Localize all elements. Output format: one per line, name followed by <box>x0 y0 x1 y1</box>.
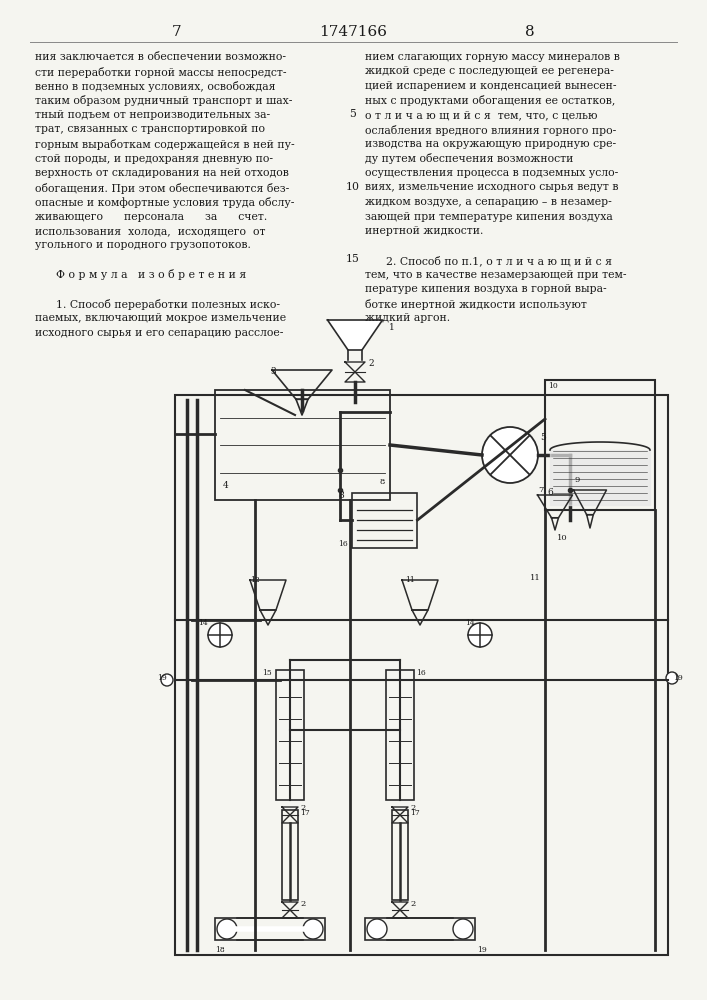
Text: опасные и комфортные условия труда обслу-: опасные и комфортные условия труда обслу… <box>35 197 294 208</box>
Circle shape <box>217 919 237 939</box>
Text: 4: 4 <box>223 481 229 490</box>
Bar <box>175 395 668 955</box>
Text: цией испарением и конденсацией вынесен-: цией испарением и конденсацией вынесен- <box>365 81 617 91</box>
Bar <box>276 670 304 800</box>
Text: 5: 5 <box>540 433 546 442</box>
Text: 16: 16 <box>339 540 349 548</box>
Text: живающего      персонала      за      счет.: живающего персонала за счет. <box>35 212 267 222</box>
Text: 17: 17 <box>410 809 420 817</box>
Text: 11: 11 <box>405 576 415 584</box>
Text: жидкий аргон.: жидкий аргон. <box>365 313 450 323</box>
Bar <box>365 918 475 940</box>
Text: 12: 12 <box>250 576 259 584</box>
Circle shape <box>303 919 323 939</box>
Text: 2: 2 <box>300 804 305 812</box>
Text: 2: 2 <box>300 900 305 908</box>
Circle shape <box>666 672 678 684</box>
Circle shape <box>482 427 538 483</box>
Text: ду путем обеспечения возможности: ду путем обеспечения возможности <box>365 153 573 164</box>
Circle shape <box>208 623 232 647</box>
Text: 10: 10 <box>557 534 568 542</box>
Text: виях, измельчение исходного сырья ведут в: виях, измельчение исходного сырья ведут … <box>365 182 619 192</box>
Bar <box>215 918 325 940</box>
Text: 5: 5 <box>349 109 356 119</box>
Text: жидкой среде с последующей ее регенера-: жидкой среде с последующей ее регенера- <box>365 66 614 77</box>
Text: таким образом рудничный транспорт и шах-: таким образом рудничный транспорт и шах- <box>35 96 293 106</box>
Text: жидком воздухе, а сепарацию – в незамер-: жидком воздухе, а сепарацию – в незамер- <box>365 197 612 207</box>
Text: Ф о р м у л а   и з о б р е т е н и я: Ф о р м у л а и з о б р е т е н и я <box>35 269 246 280</box>
Text: изводства на окружающую природную сре-: изводства на окружающую природную сре- <box>365 139 616 149</box>
Bar <box>353 492 418 548</box>
Text: 15: 15 <box>262 669 271 677</box>
Text: паемых, включающий мокрое измельчение: паемых, включающий мокрое измельчение <box>35 313 286 323</box>
Text: нием слагающих горную массу минералов в: нием слагающих горную массу минералов в <box>365 52 620 62</box>
Text: 19: 19 <box>673 674 683 682</box>
Text: угольного и породного грузопотоков.: угольного и породного грузопотоков. <box>35 240 251 250</box>
Text: ных с продуктами обогащения ее остатков,: ных с продуктами обогащения ее остатков, <box>365 96 615 106</box>
Text: 18: 18 <box>215 946 225 954</box>
Circle shape <box>367 919 387 939</box>
Text: исходного сырья и его сепарацию расслое-: исходного сырья и его сепарацию расслое- <box>35 328 284 338</box>
Text: 10: 10 <box>346 182 360 192</box>
Text: 15: 15 <box>346 254 360 264</box>
Text: 1: 1 <box>389 323 395 332</box>
Text: 7: 7 <box>173 25 182 39</box>
Text: стой породы, и предохраняя дневную по-: стой породы, и предохраняя дневную по- <box>35 153 273 163</box>
Text: 3: 3 <box>270 367 276 376</box>
Text: 2: 2 <box>410 900 415 908</box>
Text: трат, связанных с транспортировкой по: трат, связанных с транспортировкой по <box>35 124 265 134</box>
Text: тный подъем от непроизводительных за-: тный подъем от непроизводительных за- <box>35 110 270 120</box>
Text: 14: 14 <box>465 619 474 627</box>
Circle shape <box>468 623 492 647</box>
Text: 14: 14 <box>198 619 208 627</box>
Text: ботке инертной жидкости используют: ботке инертной жидкости используют <box>365 298 587 310</box>
Polygon shape <box>327 320 382 350</box>
Text: 2: 2 <box>410 804 415 812</box>
Text: обогащения. При этом обеспечиваются без-: обогащения. При этом обеспечиваются без- <box>35 182 289 194</box>
Text: верхность от складирования на ней отходов: верхность от складирования на ней отходо… <box>35 168 289 178</box>
Bar <box>215 390 390 500</box>
Bar <box>545 380 655 510</box>
Text: 7: 7 <box>538 486 544 494</box>
Text: ослабления вредного влияния горного про-: ослабления вредного влияния горного про- <box>365 124 617 135</box>
Text: пературе кипения воздуха в горной выра-: пературе кипения воздуха в горной выра- <box>365 284 607 294</box>
Circle shape <box>161 674 173 686</box>
Text: тем, что в качестве незамерзающей при тем-: тем, что в качестве незамерзающей при те… <box>365 269 626 279</box>
Text: сти переработки горной массы непосредст-: сти переработки горной массы непосредст- <box>35 66 286 78</box>
Text: 8: 8 <box>339 490 344 499</box>
Text: 2: 2 <box>368 359 373 368</box>
Bar <box>386 670 414 800</box>
Text: 6: 6 <box>547 488 553 497</box>
Polygon shape <box>550 450 650 505</box>
Text: горным выработкам содержащейся в ней пу-: горным выработкам содержащейся в ней пу- <box>35 139 295 150</box>
Text: 10: 10 <box>548 382 558 390</box>
Text: осуществления процесса в подземных усло-: осуществления процесса в подземных усло- <box>365 168 618 178</box>
Bar <box>282 810 298 900</box>
Bar <box>392 810 408 900</box>
Text: 1747166: 1747166 <box>319 25 387 39</box>
Text: 16: 16 <box>416 669 426 677</box>
Text: использования  холода,  исходящего  от: использования холода, исходящего от <box>35 226 266 236</box>
Text: 1. Способ переработки полезных иско-: 1. Способ переработки полезных иско- <box>35 298 280 310</box>
Text: 9: 9 <box>575 476 580 484</box>
Text: 2. Способ по п.1, о т л и ч а ю щ и й с я: 2. Способ по п.1, о т л и ч а ю щ и й с … <box>365 255 612 266</box>
Text: 8: 8 <box>380 479 385 487</box>
Text: 8: 8 <box>525 25 534 39</box>
Text: 11: 11 <box>530 574 541 582</box>
Text: 19: 19 <box>157 674 167 682</box>
Text: 19: 19 <box>477 946 486 954</box>
Text: инертной жидкости.: инертной жидкости. <box>365 226 484 236</box>
Text: о т л и ч а ю щ и й с я  тем, что, с целью: о т л и ч а ю щ и й с я тем, что, с цель… <box>365 110 597 120</box>
Text: 17: 17 <box>300 809 310 817</box>
Text: зающей при температуре кипения воздуха: зающей при температуре кипения воздуха <box>365 212 613 222</box>
Circle shape <box>453 919 473 939</box>
Text: венно в подземных условиях, освобождая: венно в подземных условиях, освобождая <box>35 81 276 92</box>
Text: ния заключается в обеспечении возможно-: ния заключается в обеспечении возможно- <box>35 52 286 62</box>
